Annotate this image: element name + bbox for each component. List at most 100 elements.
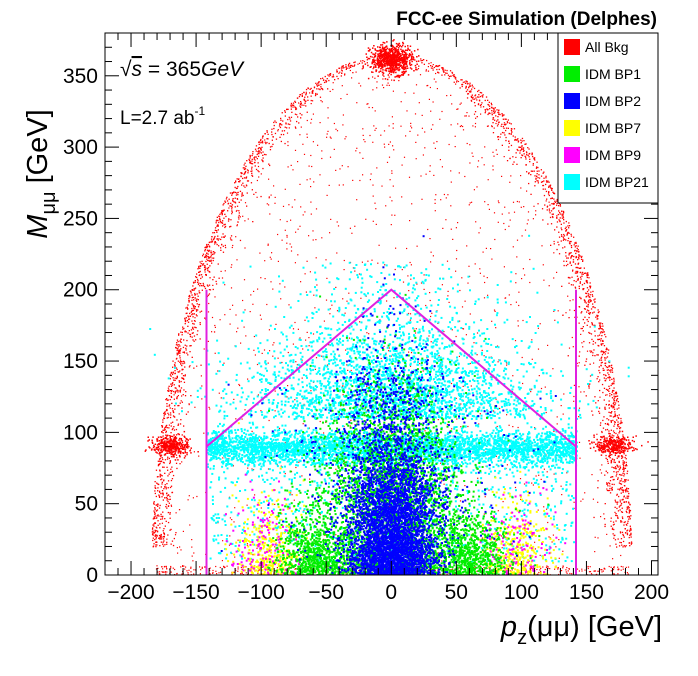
bkg-point <box>313 295 314 296</box>
bkg-point <box>491 104 492 105</box>
bkg-point <box>574 502 575 503</box>
bkg-point <box>252 304 253 305</box>
bkg-point <box>557 423 558 424</box>
bkg-point <box>480 96 481 97</box>
bkg-point <box>558 210 559 211</box>
bkg-point <box>525 157 526 158</box>
bkg-point <box>596 434 597 435</box>
bkg-point <box>529 156 530 157</box>
bkg-point <box>163 546 164 547</box>
bkg-point <box>295 262 296 263</box>
bkg-point <box>307 137 308 138</box>
bkg-point <box>265 142 266 143</box>
bkg-point <box>454 82 455 83</box>
bkg-point <box>620 453 621 454</box>
bkg-point <box>456 81 457 82</box>
bkg-point <box>483 94 484 95</box>
bkg-point <box>580 283 581 284</box>
bkg-point <box>300 103 301 104</box>
bkg-point <box>386 300 387 301</box>
bkg-point <box>606 488 607 489</box>
bkg-point <box>610 420 611 421</box>
bkg-point <box>265 133 266 134</box>
bkg-point <box>590 282 591 283</box>
bkg-point <box>624 479 625 480</box>
bkg-point <box>477 332 478 333</box>
bkg-point <box>550 198 551 199</box>
bkg-point <box>611 405 612 406</box>
bkg-point <box>171 386 172 387</box>
bkg-point <box>629 545 630 546</box>
bkg-point <box>611 454 612 455</box>
bkg-point <box>396 43 398 45</box>
bkg-point <box>371 173 372 174</box>
bkg-point <box>529 159 530 160</box>
bkg-point <box>172 367 173 368</box>
bkg-point <box>265 143 266 144</box>
bkg-point <box>513 246 514 247</box>
bkg-point <box>518 292 519 293</box>
bkg-point <box>462 84 463 85</box>
bkg-point <box>168 427 169 428</box>
bkg-point <box>262 142 263 143</box>
bkg-point <box>625 532 626 533</box>
bkg-point <box>523 151 524 152</box>
bkg-point <box>478 160 479 161</box>
bkg-point <box>388 53 390 55</box>
bkg-point <box>235 180 236 181</box>
bkg-point <box>401 196 402 197</box>
bkg-point <box>166 403 167 404</box>
bkg-point <box>502 132 503 133</box>
bkg-point <box>198 283 199 284</box>
bkg-point <box>497 136 498 137</box>
bkg-point <box>258 394 259 395</box>
bkg-point <box>192 556 193 557</box>
bkg-point <box>363 67 365 69</box>
bkg-point <box>563 219 564 220</box>
bkg-point <box>335 534 336 535</box>
bkg-point <box>251 175 252 176</box>
bkg-point <box>264 154 265 155</box>
bkg-point <box>386 70 388 72</box>
bkg-point <box>282 130 283 131</box>
bkg-point <box>492 165 493 166</box>
bkg-point <box>247 172 248 173</box>
bkg-point <box>222 233 223 234</box>
bkg-point <box>526 152 527 153</box>
bkg-point <box>348 66 349 67</box>
bkg-point <box>251 168 252 169</box>
bkg-point <box>196 315 197 316</box>
bkg-point <box>191 320 192 321</box>
bkg-point <box>358 83 359 84</box>
bkg-point <box>553 252 554 253</box>
bkg-point <box>168 506 169 507</box>
bkg-point <box>573 346 574 347</box>
bkg-point <box>162 523 163 524</box>
bkg-point <box>285 115 286 116</box>
bkg-point <box>589 342 590 343</box>
bkg-point <box>568 317 569 318</box>
bkg-point <box>572 299 573 300</box>
bkg-point <box>618 405 619 406</box>
bkg-point <box>298 102 299 103</box>
bkg-point <box>182 442 183 443</box>
bkg-point <box>294 322 295 323</box>
bkg-point <box>626 490 627 491</box>
bkg-point <box>528 148 529 149</box>
bkg-point <box>160 493 161 494</box>
bkg-point <box>265 154 266 155</box>
bkg-point <box>241 184 242 185</box>
bkg-point <box>391 433 392 434</box>
bkg-point <box>231 213 232 214</box>
bkg-point <box>604 357 605 358</box>
bkg-point <box>156 496 157 497</box>
bkg-point <box>557 242 558 243</box>
bkg-point <box>538 174 539 175</box>
bkg-point <box>627 534 628 535</box>
bkg-point <box>346 68 347 69</box>
bkg-point <box>163 418 164 419</box>
bkg-point <box>553 277 554 278</box>
bkg-point <box>181 461 182 462</box>
bkg-point <box>303 92 304 93</box>
bkg-point <box>557 416 558 417</box>
